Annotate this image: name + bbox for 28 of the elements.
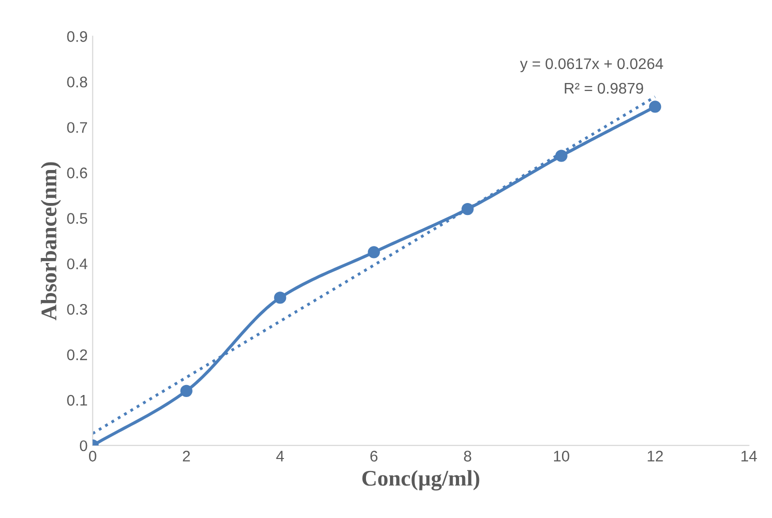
x-axis-title: Conc(µg/ml)	[362, 470, 480, 490]
x-tick-label: 12	[648, 450, 663, 462]
point	[462, 202, 474, 216]
y-tick-label: 0	[80, 440, 88, 452]
x-tick-label: 4	[276, 450, 284, 462]
point	[180, 384, 192, 397]
y-tick-label: 0.3	[67, 304, 88, 315]
y-tick-label: 0.9	[67, 31, 88, 42]
y-tick-label: 0.5	[67, 213, 88, 224]
x-tick-label: 0	[88, 450, 96, 462]
point	[649, 100, 662, 113]
x-tick-label: 2	[182, 450, 190, 462]
x-tick-label: 10	[554, 450, 570, 462]
x-tick-label: 6	[370, 450, 378, 462]
y-tick-label: 0.8	[67, 76, 88, 88]
annotation: R² = 0.9879	[564, 82, 644, 94]
y-tick-label: 0.2	[67, 349, 88, 360]
annotation: y = 0.0617x + 0.0264	[520, 58, 664, 72]
point	[368, 246, 380, 258]
y-tick-label: 0.6	[67, 168, 88, 178]
y-tick-label: 0.1	[67, 394, 88, 406]
y-axis-title: Absorbance(nm)	[40, 162, 61, 320]
x-tick-label: 14	[742, 450, 757, 462]
point	[274, 292, 286, 304]
y-tick-label: 0.7	[67, 122, 88, 133]
x-tick-label: 8	[464, 450, 472, 462]
point	[555, 150, 568, 162]
y-tick-label: 0.4	[67, 258, 88, 270]
